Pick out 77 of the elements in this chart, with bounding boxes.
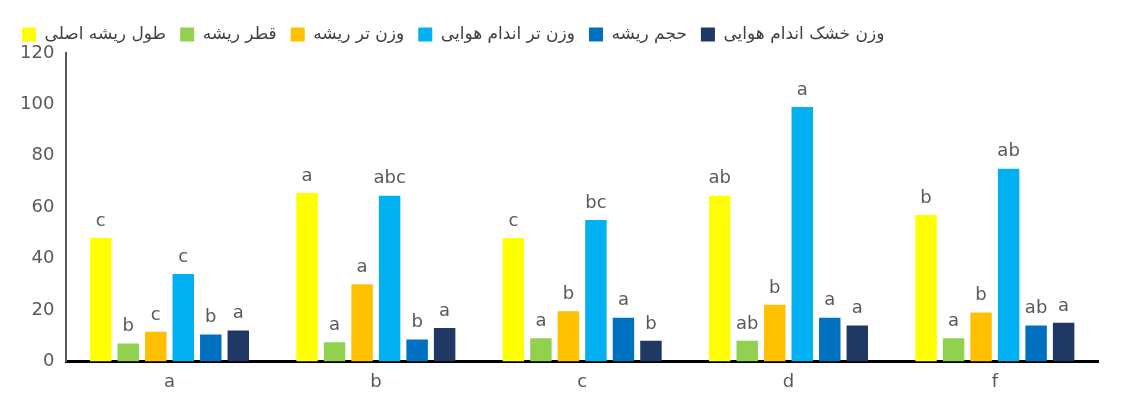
y-tick-label: 20 (31, 297, 55, 319)
bar (296, 193, 318, 362)
x-tick-label: b (370, 369, 382, 391)
data-label: ab (736, 311, 759, 333)
bar (1025, 325, 1047, 362)
y-tick-label: 0 (42, 349, 55, 371)
data-label: b (645, 311, 657, 333)
bar (406, 339, 428, 362)
x-tick-label: a (164, 369, 176, 391)
x-tick-label: d (782, 369, 795, 391)
bar (819, 317, 841, 362)
bar (351, 284, 373, 362)
bar (585, 220, 607, 362)
data-label: ab (1024, 296, 1048, 318)
bar (612, 317, 635, 362)
bar (117, 343, 139, 362)
bar (433, 327, 456, 362)
data-label: abc (373, 166, 406, 188)
legend-label: وزن تر ریشه (313, 22, 405, 43)
bar (942, 338, 965, 362)
bar (1052, 322, 1075, 362)
y-tick-label: 40 (31, 246, 55, 268)
bar (145, 331, 167, 362)
bar (640, 340, 662, 362)
bar (791, 106, 813, 362)
data-label: a (1058, 293, 1070, 315)
data-label: a (851, 296, 863, 318)
bar (502, 238, 525, 362)
y-tick-label: 60 (31, 194, 55, 216)
data-label: a (232, 301, 244, 323)
bar (997, 168, 1020, 362)
data-label: b (205, 305, 217, 327)
data-label: c (150, 302, 161, 324)
bar (709, 195, 731, 362)
data-label: b (562, 281, 575, 303)
data-label: a (301, 163, 313, 185)
data-label: bc (585, 190, 607, 212)
data-label: ab (708, 166, 731, 188)
legend-label: طول ریشه اصلی (44, 22, 167, 43)
data-label: a (356, 254, 368, 276)
bar (378, 195, 401, 362)
data-label: a (535, 308, 547, 330)
data-label: a (329, 312, 341, 334)
bar (915, 214, 937, 362)
data-label: b (920, 185, 932, 207)
bar (846, 325, 869, 362)
legend-label: وزن خشک اندام هوایی (723, 22, 885, 43)
y-tick-label: 80 (31, 143, 55, 165)
data-label: b (122, 314, 134, 336)
y-tick-label: 100 (20, 92, 55, 114)
x-tick-label: f (991, 369, 999, 391)
data-label: a (439, 298, 451, 320)
bar (90, 238, 112, 362)
bar (557, 311, 580, 362)
legend-label: قطر ریشه (202, 22, 277, 43)
bar (227, 330, 250, 362)
data-label: c (508, 208, 519, 230)
bar (764, 304, 786, 362)
x-tick-label: c (577, 369, 588, 391)
data-label: b (769, 275, 781, 297)
data-label: b (411, 310, 423, 332)
data-label: ab (997, 139, 1020, 161)
data-label: a (617, 288, 629, 310)
data-label: a (824, 288, 836, 310)
bar (530, 338, 552, 362)
data-label: c (95, 208, 106, 230)
bar (970, 312, 992, 362)
legend-label: وزن تر اندام هوایی (440, 22, 575, 43)
data-label: a (796, 77, 808, 99)
bar (172, 274, 195, 362)
data-label: b (975, 283, 987, 305)
data-label: c (178, 244, 189, 266)
legend-label: حجم ریشه (611, 22, 687, 44)
bar (736, 340, 758, 362)
bar (200, 334, 222, 362)
bar (323, 342, 346, 362)
data-label: a (948, 308, 960, 330)
